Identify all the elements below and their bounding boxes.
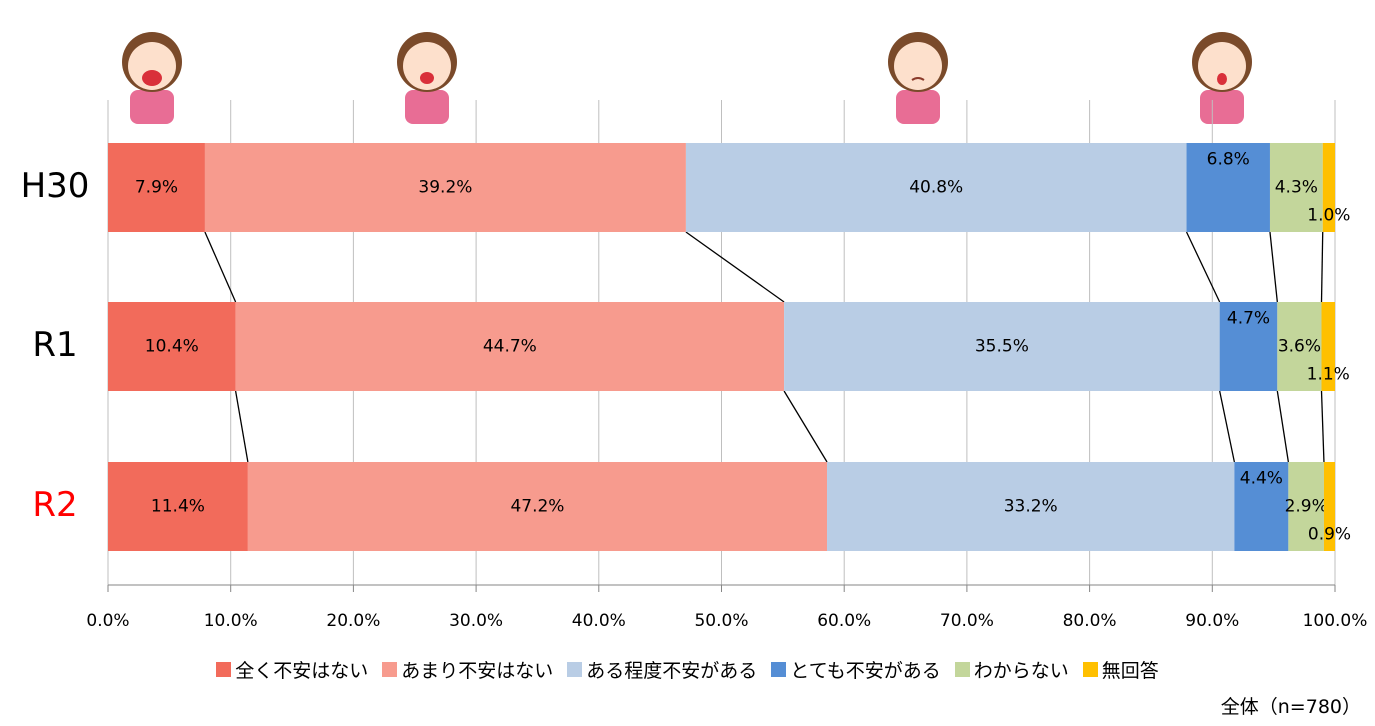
x-tick-label: 40.0% [572, 611, 626, 631]
value-label: 7.9% [135, 178, 178, 198]
value-label: 39.2% [418, 178, 472, 198]
connector-line [1322, 391, 1324, 462]
legend-label: 無回答 [1102, 656, 1159, 683]
connector-line [784, 391, 827, 462]
legend-item: とても不安がある [771, 656, 940, 683]
legend-label: ある程度不安がある [586, 656, 757, 683]
legend-item: あまり不安はない [382, 656, 553, 683]
connector-line [236, 391, 248, 462]
value-label: 3.6% [1278, 337, 1321, 357]
value-label: 4.7% [1227, 309, 1270, 329]
face-icons [122, 32, 1252, 124]
x-tick-label: 90.0% [1185, 611, 1239, 631]
legend-swatch [1083, 662, 1098, 677]
connector-line [1322, 232, 1323, 302]
legend-item: わからない [955, 656, 1069, 683]
x-tick-label: 60.0% [817, 611, 871, 631]
legend-item: 無回答 [1083, 656, 1159, 683]
connector-line [1270, 232, 1277, 302]
legend-swatch [567, 662, 582, 677]
value-label: 4.4% [1240, 469, 1283, 489]
page: 0.0% 10.0% 20.0% 30.0% 40.0% 50.0% 60.0% 70.0% 8… [0, 0, 1375, 726]
face-icon [1192, 32, 1252, 124]
x-tick-label: 100.0% [1303, 611, 1368, 631]
connector-line [1220, 391, 1235, 462]
category-label: H30 [21, 166, 90, 206]
value-label: 10.4% [145, 337, 199, 357]
x-tick-label: 0.0% [86, 611, 129, 631]
legend-item: ある程度不安がある [567, 656, 757, 683]
legend-swatch [216, 662, 231, 677]
x-tick-label: 10.0% [204, 611, 258, 631]
value-label: 0.9% [1308, 525, 1351, 545]
value-label: 1.0% [1307, 206, 1350, 226]
value-label: 1.1% [1307, 365, 1350, 385]
connector-line [1187, 232, 1220, 302]
legend-label: わからない [974, 656, 1069, 683]
category-label: R2 [32, 485, 77, 525]
legend-label: とても不安がある [790, 656, 940, 683]
x-tick-label: 30.0% [449, 611, 503, 631]
face-icon [888, 32, 948, 124]
value-label: 40.8% [909, 178, 963, 198]
legend-swatch [955, 662, 970, 677]
value-label: 44.7% [483, 337, 537, 357]
x-tick-label: 50.0% [694, 611, 748, 631]
value-label: 47.2% [510, 497, 564, 517]
legend-label: 全く不安はない [235, 656, 368, 683]
legend-swatch [771, 662, 786, 677]
legend: 全く不安はない あまり不安はない ある程度不安がある とても不安がある わからない 無回答 [0, 656, 1375, 683]
connector-line [1277, 391, 1288, 462]
value-label: 2.9% [1285, 497, 1328, 517]
legend-item: 全く不安はない [216, 656, 368, 683]
legend-label: あまり不安はない [401, 656, 553, 683]
value-label: 11.4% [151, 497, 205, 517]
x-tick-label: 20.0% [326, 611, 380, 631]
legend-swatch [382, 662, 397, 677]
value-label: 4.3% [1275, 178, 1318, 198]
x-tick-label: 70.0% [940, 611, 994, 631]
face-icon [397, 32, 457, 124]
x-tick-label: 80.0% [1063, 611, 1117, 631]
category-label: R1 [32, 325, 77, 365]
value-label: 35.5% [975, 337, 1029, 357]
value-label: 33.2% [1004, 497, 1058, 517]
note: 全体（n=780） [1221, 692, 1361, 719]
face-icon [122, 32, 182, 124]
connector-line [686, 232, 784, 302]
value-label: 6.8% [1207, 150, 1250, 170]
chart: 0.0% 10.0% 20.0% 30.0% 40.0% 50.0% 60.0% 70.0% 8… [0, 0, 1375, 650]
